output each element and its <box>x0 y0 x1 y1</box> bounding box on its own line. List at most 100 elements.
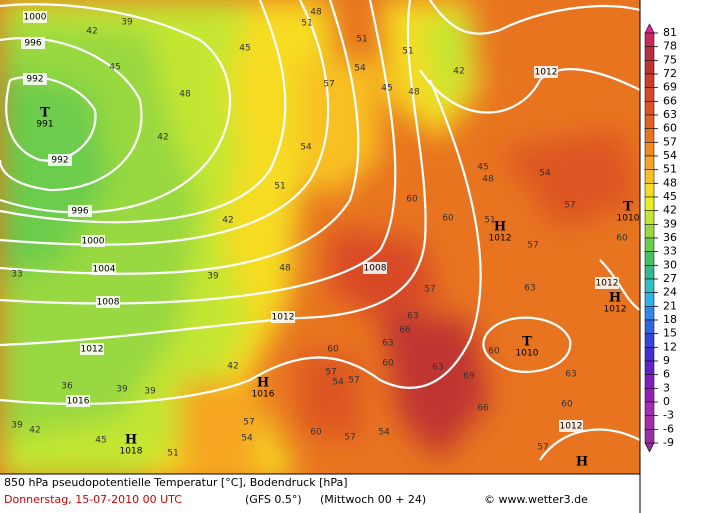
pressure-center-symbol: T <box>40 106 50 121</box>
temperature-label: 33 <box>11 270 22 280</box>
colorbar-swatch <box>644 155 655 170</box>
temperature-label: 48 <box>310 8 322 18</box>
temperature-label: 57 <box>325 368 336 378</box>
colorbar-swatch <box>644 360 655 375</box>
temperature-label: 57 <box>243 418 254 428</box>
colorbar-swatch <box>644 306 655 321</box>
colorbar-tick-label: 21 <box>663 299 677 312</box>
temperature-label: 39 <box>144 387 156 397</box>
colorbar-tick-label: 54 <box>663 149 677 162</box>
colorbar-tick-label: 36 <box>663 231 677 244</box>
isobar-label: 1004 <box>93 265 116 275</box>
temperature-label: 57 <box>348 376 359 386</box>
isobar-label: 1008 <box>97 298 120 308</box>
footer-date: Donnerstag, 15-07-2010 00 UTC <box>4 493 182 506</box>
pressure-center-symbol: T <box>522 335 532 350</box>
temperature-label: 48 <box>408 88 420 98</box>
temperature-label: 60 <box>488 347 500 357</box>
colorbar: 8178757269666360575451484542393633302724… <box>644 23 677 453</box>
temperature-label: 36 <box>61 382 73 392</box>
temperature-label: 57 <box>344 433 355 443</box>
temperature-label: 60 <box>406 195 418 205</box>
temperature-label: 42 <box>453 67 464 77</box>
pressure-center-symbol: H <box>609 291 621 306</box>
temperature-label: 54 <box>241 434 253 444</box>
pressure-center-value: 1010 <box>516 349 539 359</box>
isobar-label-box <box>66 395 90 407</box>
isobar-label-box <box>559 420 583 432</box>
colorbar-tick-label: 63 <box>663 108 677 121</box>
isobar-label: 1012 <box>81 345 104 355</box>
temperature-label: 42 <box>86 27 97 37</box>
temperature-label: 45 <box>109 63 120 73</box>
colorbar-swatch <box>644 265 655 280</box>
footer-model: (GFS 0.5°) <box>245 493 302 506</box>
colorbar-tick-label: 42 <box>663 204 677 217</box>
temperature-label: 45 <box>477 163 488 173</box>
colorbar-swatch <box>644 292 655 307</box>
colorbar-tick-label: 27 <box>663 272 677 285</box>
isobar-label-box <box>92 263 116 275</box>
colorbar-tick-label: 33 <box>663 245 677 258</box>
colorbar-swatch <box>644 142 655 157</box>
pressure-center-value: 991 <box>36 120 53 130</box>
colorbar-swatch <box>644 87 655 102</box>
colorbar-swatch <box>644 183 655 198</box>
temperature-label: 51 <box>484 216 495 226</box>
colorbar-tick-label: 48 <box>663 176 677 189</box>
colorbar-tick-label: 69 <box>663 81 677 94</box>
temperature-label: 51 <box>167 449 178 459</box>
colorbar-tick-label: -9 <box>663 436 674 449</box>
colorbar-tick-label: 15 <box>663 327 677 340</box>
isobar-label: 992 <box>26 75 43 85</box>
isobar-label: 1012 <box>560 422 583 432</box>
colorbar-swatch <box>644 210 655 225</box>
temperature-label: 63 <box>524 284 535 294</box>
isobar-label: 996 <box>71 207 88 217</box>
pressure-center-symbol: T <box>623 200 633 215</box>
isobar-label-box <box>21 37 45 49</box>
isobar-label-box <box>23 73 47 85</box>
temperature-label: 48 <box>279 264 291 274</box>
temperature-label: 60 <box>310 428 322 438</box>
temperature-label: 63 <box>407 312 418 322</box>
temperature-label: 48 <box>179 90 191 100</box>
isobar-label: 1008 <box>364 264 387 274</box>
pressure-center-symbol: H <box>576 455 588 470</box>
colorbar-swatch <box>644 278 655 293</box>
isobar-label-box <box>595 277 619 289</box>
colorbar-tick-label: 18 <box>663 313 677 326</box>
temperature-label: 60 <box>382 359 394 369</box>
colorbar-tick-label: 81 <box>663 26 677 39</box>
footer-title: 850 hPa pseudopotentielle Temperatur [°C… <box>4 476 348 489</box>
temperature-label: 60 <box>561 400 573 410</box>
isobar-label-box <box>68 205 92 217</box>
temperature-label: 69 <box>463 372 475 382</box>
temperature-label: 39 <box>116 385 128 395</box>
temperature-label: 54 <box>354 64 366 74</box>
colorbar-swatch <box>644 237 655 252</box>
colorbar-tick-label: -3 <box>663 409 674 422</box>
temperature-label: 57 <box>527 241 538 251</box>
colorbar-swatch <box>644 32 655 47</box>
colorbar-swatch <box>644 224 655 239</box>
isobar-label: 996 <box>24 39 41 49</box>
temperature-label: 63 <box>565 370 576 380</box>
temperature-label: 42 <box>222 216 233 226</box>
colorbar-tick-label: 39 <box>663 217 677 230</box>
colorbar-swatch <box>644 101 655 116</box>
isobar-label: 1012 <box>535 68 558 78</box>
isobar-label-box <box>534 66 558 78</box>
isobar-label: 1000 <box>24 13 47 23</box>
colorbar-tick-label: 60 <box>663 122 677 135</box>
temperature-label: 39 <box>207 272 219 282</box>
isobar-label-box <box>96 296 120 308</box>
colorbar-tick-label: 72 <box>663 67 677 80</box>
pressure-center-symbol: H <box>257 376 269 391</box>
colorbar-tick-label: 24 <box>663 286 677 299</box>
pressure-center-value: 1010 <box>617 214 640 224</box>
colorbar-tick-label: 30 <box>663 258 677 271</box>
